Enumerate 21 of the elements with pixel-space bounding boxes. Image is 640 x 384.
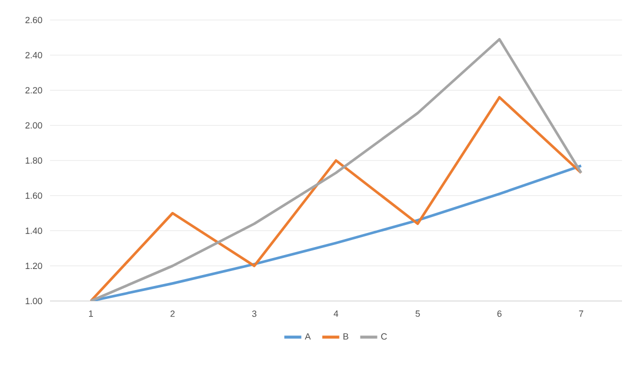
- x-tick-label: 2: [170, 310, 175, 317]
- y-tick-label: 1.40: [26, 228, 42, 234]
- y-tick-label: 2.40: [25, 52, 42, 58]
- y-tick-label: 1.80: [26, 157, 42, 164]
- x-tick-label: 1: [89, 310, 93, 317]
- x-tick-label: 5: [416, 310, 420, 317]
- line-series: [90, 96, 582, 301]
- legend-label: A: [304, 333, 311, 340]
- y-tick-label: 1.20: [26, 262, 42, 270]
- legend-label: C: [381, 333, 387, 340]
- x-tick-label: 3: [252, 310, 256, 317]
- y-tick-label: 2.60: [25, 16, 42, 24]
- y-tick-label: 1.00: [26, 298, 42, 304]
- legend-label: B: [344, 333, 348, 340]
- y-tick-label: 2.00: [25, 122, 42, 129]
- y-tick-label: 1.60: [26, 192, 42, 199]
- x-tick-label: 7: [579, 310, 584, 317]
- x-tick-label: 4: [334, 310, 338, 317]
- line-series: [90, 38, 582, 301]
- x-tick-label: 6: [497, 310, 502, 317]
- y-tick-label: 2.20: [25, 87, 42, 94]
